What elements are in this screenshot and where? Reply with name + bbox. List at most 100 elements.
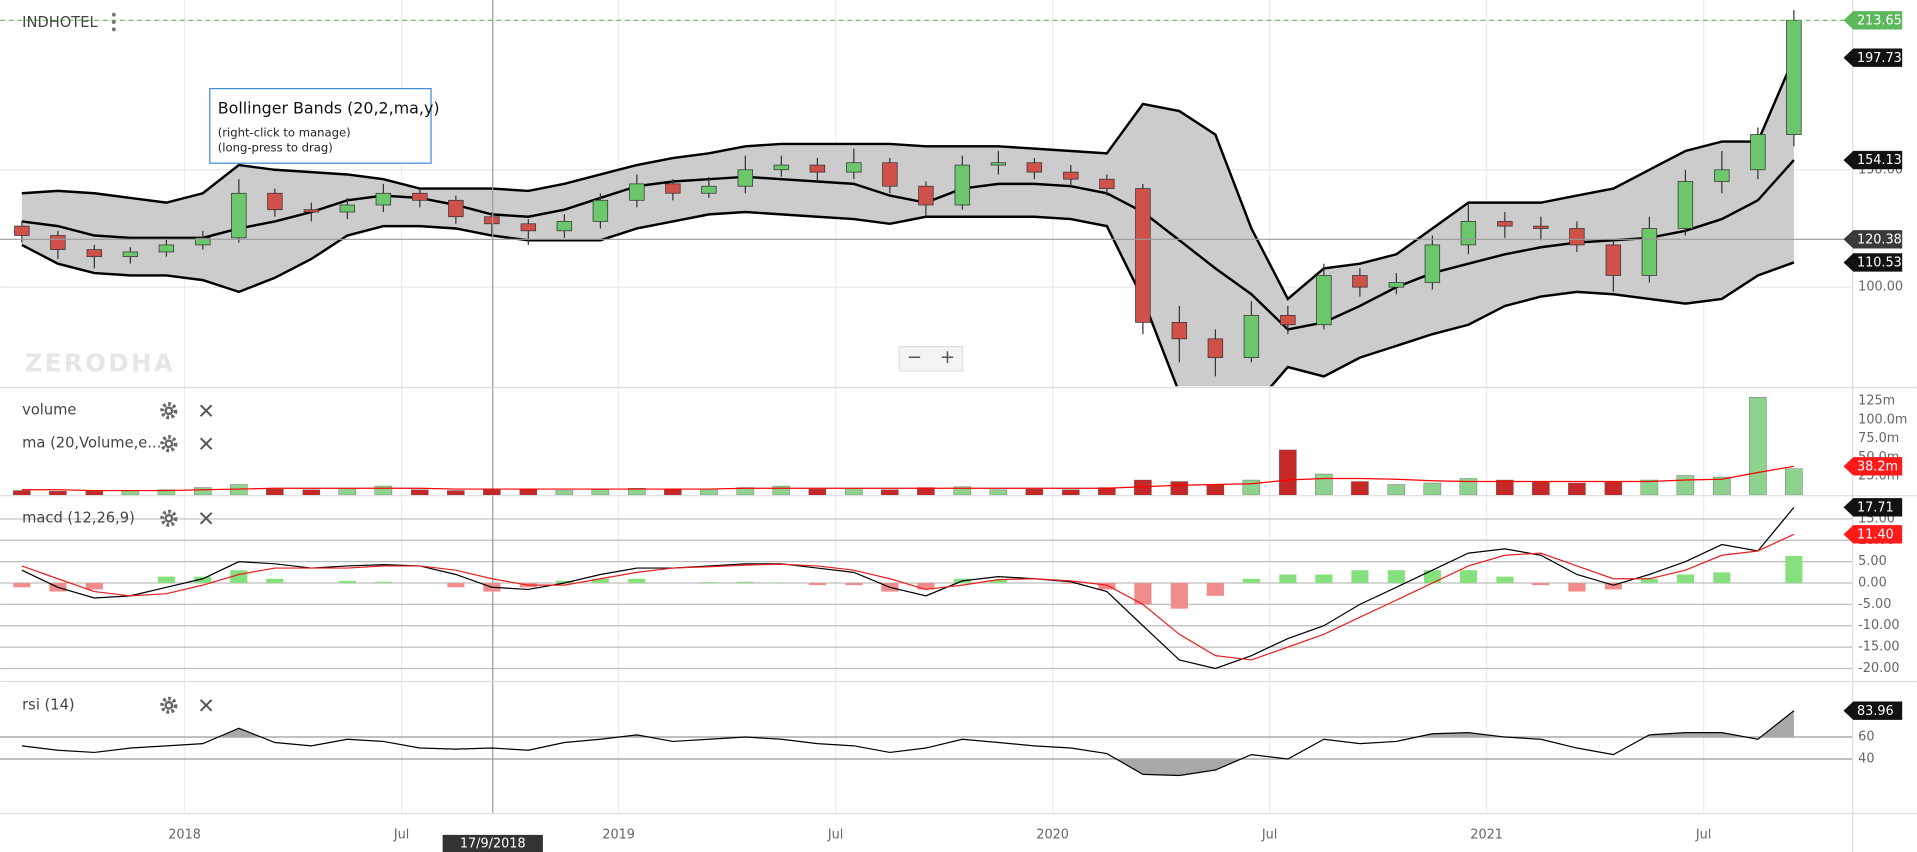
volume-bar (736, 487, 755, 496)
volume-bar (591, 489, 610, 496)
macd-histogram-bar (1568, 583, 1586, 592)
volume-bar (1387, 484, 1406, 496)
macd-histogram-bar (266, 578, 284, 584)
macd-histogram-bar (374, 581, 392, 584)
zoom-in[interactable]: + (940, 347, 955, 368)
panel-title: ma (20,Volume,e... (22, 435, 161, 452)
candle-body (773, 164, 790, 171)
macd-histogram-bar (1496, 576, 1514, 584)
x-tick-label: 2020 (1036, 827, 1069, 842)
candle-body (1677, 181, 1694, 229)
candle-body (231, 192, 247, 239)
study-name: Bollinger Bands (20,2,ma,y) (218, 98, 440, 117)
study-note: (right-click to manage) (218, 126, 351, 140)
macd-histogram-bar (736, 581, 754, 584)
candle-body (665, 183, 681, 194)
candle-body (1533, 225, 1549, 229)
x-tick-label: Jul (1261, 827, 1277, 842)
y-tick-label: -15.00 (1858, 640, 1899, 655)
macd-histogram-bar (1604, 583, 1622, 590)
candle-body (14, 225, 30, 236)
y-tick-label: 75.0m (1858, 431, 1899, 446)
candle-body (701, 185, 717, 194)
gear-hole (166, 703, 171, 708)
macd-histogram-bar (447, 583, 465, 588)
candle-body (1171, 322, 1188, 340)
volume-bar (1025, 488, 1044, 496)
settings-icon[interactable] (160, 435, 178, 453)
gear-teeth (160, 696, 178, 714)
macd-panel (13, 506, 1803, 670)
y-tick-label: -5.00 (1858, 597, 1891, 612)
y-tick-label: 100.00 (1858, 280, 1903, 295)
gear-hole (166, 441, 171, 446)
macd-histogram-bar (1387, 570, 1405, 584)
close-icon[interactable] (199, 404, 213, 417)
candle-body (267, 192, 283, 211)
settings-icon[interactable] (160, 509, 178, 527)
volume-bar (1640, 479, 1659, 496)
close-stroke (199, 404, 213, 417)
zoom-out[interactable]: − (907, 347, 922, 368)
study-box[interactable] (209, 88, 432, 164)
price-tag (1843, 498, 1903, 517)
candle-body (1605, 244, 1622, 276)
macd-histogram-bar (917, 583, 935, 590)
macd-histogram-bar (13, 583, 31, 588)
price-tag-label: 197.73 (1857, 51, 1902, 66)
candle-body (86, 249, 103, 258)
price-tag-label: 110.53 (1857, 256, 1902, 271)
volume-bar (519, 488, 538, 496)
candle-body (592, 199, 609, 222)
price-tag-label: 120.38 (1857, 232, 1902, 247)
volume-bar (411, 489, 429, 496)
candle-body (375, 192, 392, 206)
candle-body (195, 237, 211, 246)
band-upper (21, 57, 1796, 301)
gear-hole (166, 516, 171, 521)
volume-panel (13, 397, 1803, 496)
rsi-zone-fill (1116, 759, 1242, 776)
candle-body (1280, 314, 1296, 326)
candle-body (1352, 275, 1368, 288)
candle-body (629, 183, 645, 201)
close-stroke (199, 699, 213, 712)
volume-bar (953, 486, 972, 496)
x-tick-label: 2019 (602, 827, 635, 842)
volume-bar (1098, 487, 1116, 496)
band-fill (21, 57, 1794, 387)
volume-bar (1315, 473, 1333, 496)
symbol-title[interactable]: INDHOTEL (22, 14, 98, 31)
macd-histogram-bar (157, 576, 175, 584)
crosshair-x-box (442, 834, 543, 852)
candle-body (50, 235, 66, 250)
y-tick-label: 125m (1858, 394, 1895, 409)
volume-bar (1604, 481, 1623, 496)
candle-body (1424, 244, 1441, 283)
candle-body (122, 251, 139, 258)
close-icon[interactable] (199, 437, 213, 450)
macd-histogram-bar (1532, 583, 1550, 586)
macd-histogram-bar (1206, 583, 1224, 596)
close-icon[interactable] (199, 512, 213, 525)
macd-histogram-bar (808, 583, 826, 586)
candle-body (158, 244, 175, 253)
volume-bar (1206, 484, 1225, 496)
price-panel (14, 10, 1802, 387)
candle-body (882, 162, 898, 187)
close-icon[interactable] (199, 699, 213, 712)
settings-icon[interactable] (160, 696, 178, 714)
panel-title: macd (12,26,9) (22, 509, 135, 526)
close-stroke (199, 512, 213, 525)
x-tick-label: 2021 (1470, 827, 1503, 842)
candle-body (1388, 282, 1405, 288)
candle-body (520, 223, 537, 232)
settings-icon[interactable] (160, 402, 178, 420)
y-tick-label: 100.0m (1858, 412, 1907, 427)
price-tag-label: 11.40 (1857, 527, 1894, 542)
menu-icon[interactable] (111, 12, 116, 32)
candle-body (303, 209, 320, 213)
candle-body (809, 164, 826, 173)
